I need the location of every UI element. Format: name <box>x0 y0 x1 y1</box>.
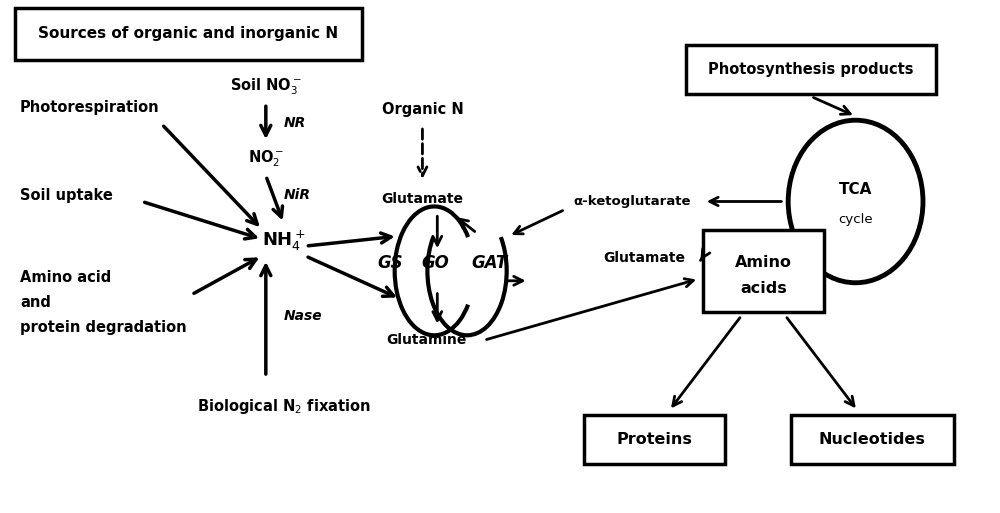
Text: α-ketoglutarate: α-ketoglutarate <box>574 195 691 208</box>
Text: and: and <box>20 295 51 310</box>
Text: Amino acid: Amino acid <box>20 270 111 285</box>
FancyBboxPatch shape <box>791 415 954 464</box>
Text: Soil NO$_3^-$: Soil NO$_3^-$ <box>230 76 302 97</box>
Text: Proteins: Proteins <box>616 432 692 447</box>
Text: GS: GS <box>377 254 403 272</box>
Text: Soil uptake: Soil uptake <box>20 188 113 203</box>
Text: NH$_4^+$: NH$_4^+$ <box>262 229 305 253</box>
Text: NO$_2^-$: NO$_2^-$ <box>248 149 284 169</box>
Text: Nucleotides: Nucleotides <box>819 432 926 447</box>
Text: GO: GO <box>421 254 449 272</box>
Text: NR: NR <box>284 116 306 130</box>
Text: Nase: Nase <box>284 309 322 323</box>
Text: protein degradation: protein degradation <box>20 320 187 335</box>
Text: Biological N$_2$ fixation: Biological N$_2$ fixation <box>197 397 371 416</box>
FancyBboxPatch shape <box>15 8 362 60</box>
FancyBboxPatch shape <box>584 415 725 464</box>
Text: acids: acids <box>740 281 787 296</box>
Text: cycle: cycle <box>838 213 873 226</box>
Text: Amino: Amino <box>735 255 792 270</box>
Text: Photosynthesis products: Photosynthesis products <box>708 62 914 77</box>
Text: Organic N: Organic N <box>382 102 463 117</box>
Text: NiR: NiR <box>284 188 311 202</box>
Text: GAT: GAT <box>471 254 507 272</box>
Text: Glutamine: Glutamine <box>386 333 467 347</box>
Text: Glutamate: Glutamate <box>603 251 685 265</box>
FancyBboxPatch shape <box>686 45 936 94</box>
FancyBboxPatch shape <box>703 230 824 311</box>
Text: TCA: TCA <box>839 182 872 197</box>
Text: Sources of organic and inorganic N: Sources of organic and inorganic N <box>38 27 339 42</box>
Text: Photorespiration: Photorespiration <box>20 100 160 115</box>
Ellipse shape <box>788 120 923 283</box>
Text: Glutamate: Glutamate <box>381 191 463 206</box>
